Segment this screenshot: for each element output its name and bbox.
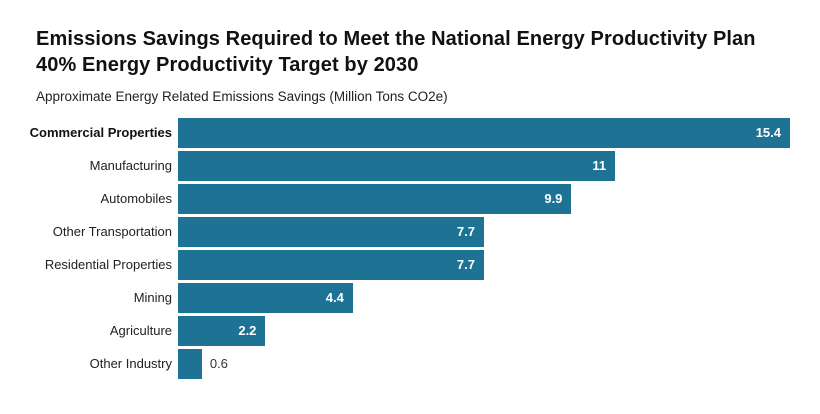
bar: 11	[178, 150, 616, 181]
bar-row: Agriculture 2.2	[0, 315, 790, 346]
value-label: 7.7	[456, 224, 475, 240]
bar: 9.9	[178, 183, 572, 214]
bar-track: 2.2	[178, 315, 790, 346]
bar	[178, 348, 202, 379]
bar-row: Mining 4.4	[0, 282, 790, 313]
value-label: 7.7	[456, 257, 475, 273]
bar-track: 9.9	[178, 183, 790, 214]
category-label: Commercial Properties	[29, 125, 172, 141]
bar-row: Other Transportation 7.7	[0, 216, 790, 247]
bar-track: 7.7	[178, 249, 790, 280]
bar-row: Automobiles 9.9	[0, 183, 790, 214]
bar: 7.7	[178, 216, 484, 247]
category-label: Other Industry	[89, 356, 172, 372]
category-label: Other Transportation	[52, 224, 172, 240]
category-label: Residential Properties	[44, 257, 172, 273]
bar-track: 0.6	[178, 348, 790, 379]
bar-track: 4.4	[178, 282, 790, 313]
bar-track: 15.4	[178, 117, 790, 148]
bar-track: 11	[178, 150, 790, 181]
bar-row: Commercial Properties 15.4	[0, 117, 790, 148]
category-label: Manufacturing	[89, 158, 172, 174]
bar-row: Residential Properties 7.7	[0, 249, 790, 280]
bar-row: Manufacturing 11	[0, 150, 790, 181]
bar: 7.7	[178, 249, 484, 280]
value-label: 9.9	[544, 191, 563, 207]
category-label: Mining	[133, 290, 172, 306]
bar: 2.2	[178, 315, 266, 346]
value-label: 2.2	[238, 323, 257, 339]
category-label: Automobiles	[100, 191, 172, 207]
bar-row: Other Industry 0.6	[0, 348, 790, 379]
value-label: 11	[592, 158, 607, 174]
value-label: 4.4	[325, 290, 344, 306]
bar: 15.4	[178, 117, 790, 148]
value-label: 0.6	[209, 356, 228, 372]
bar: 4.4	[178, 282, 353, 313]
value-label: 15.4	[755, 125, 781, 141]
chart-header: Emissions Savings Required to Meet the N…	[0, 0, 820, 104]
chart-title: Emissions Savings Required to Meet the N…	[36, 28, 756, 77]
bar-track: 7.7	[178, 216, 790, 247]
category-label: Agriculture	[109, 323, 172, 339]
chart-subtitle: Approximate Energy Related Emissions Sav…	[36, 88, 448, 104]
bar-chart: Commercial Properties 15.4 Manufacturing 11…	[0, 117, 820, 379]
